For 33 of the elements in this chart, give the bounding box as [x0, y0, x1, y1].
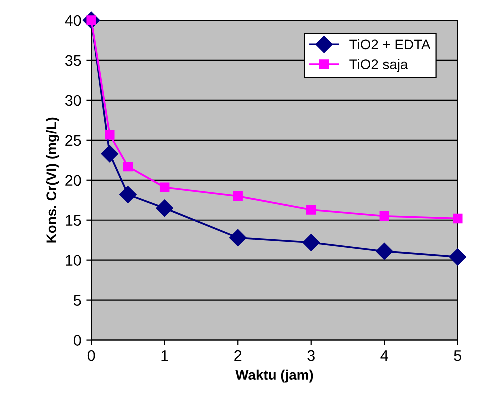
x-tick-label: 0: [88, 350, 96, 362]
y-tick-label: 20: [66, 175, 82, 186]
point: [302, 234, 320, 252]
point: [160, 182, 170, 192]
x-tick-label: 1: [162, 350, 168, 362]
y-tick-label: 15: [66, 215, 82, 226]
y-tick-label: 25: [66, 135, 82, 146]
point: [376, 243, 394, 260]
legend-label: TiO2 saja: [350, 59, 408, 72]
y-tick-label: 30: [65, 95, 82, 106]
y-tick-label: 10: [66, 255, 82, 266]
x-axis-title: Waktu (jam): [236, 370, 314, 383]
point: [123, 162, 134, 172]
x-tick-label: 3: [308, 350, 315, 362]
point: [380, 212, 390, 222]
point: [233, 192, 243, 202]
point: [120, 186, 137, 204]
y-tick-label: 5: [74, 295, 82, 306]
point: [453, 214, 463, 224]
legend-label: TiO2 + EDTA: [350, 39, 431, 50]
point: [230, 229, 247, 247]
point: [306, 205, 316, 215]
point: [156, 200, 174, 217]
point: [449, 248, 466, 266]
y-axis-title: Kons. Cr(VI) (mg/L): [46, 118, 60, 243]
point: [101, 145, 118, 163]
y-tick-label: 40: [65, 15, 82, 26]
point: [105, 130, 115, 140]
x-tick-label: 2: [234, 350, 242, 362]
x-tick-label: 4: [380, 350, 388, 362]
y-tick-label: 0: [74, 335, 82, 346]
x-tick-label: 5: [454, 350, 462, 362]
y-tick-label: 35: [65, 55, 82, 66]
